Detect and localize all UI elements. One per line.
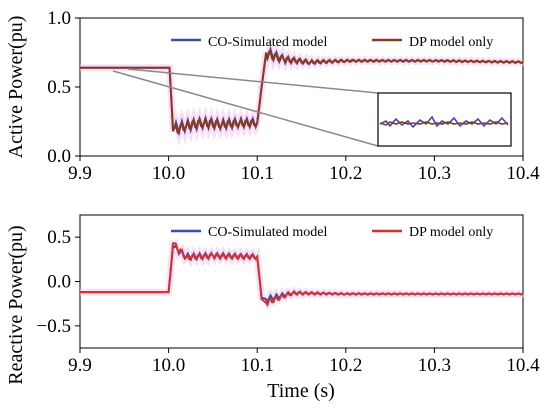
- inset-series-dp: [379, 121, 509, 126]
- y-tick-label: 0.0: [47, 272, 71, 293]
- series-line-active-dp: [80, 49, 524, 135]
- x-tick-label: 10.0: [152, 355, 185, 376]
- y-tick-label: 1.0: [47, 8, 71, 29]
- x-tick-label: 10.1: [241, 163, 274, 184]
- legend-label-co-simulated: CO-Simulated model: [208, 35, 327, 50]
- y-tick-label: 0.5: [47, 227, 71, 248]
- x-tick-label: 9.9: [68, 355, 92, 376]
- inset-connector-line: [112, 70, 379, 147]
- x-tick-label: 10.1: [241, 355, 274, 376]
- x-tick-label: 10.0: [152, 163, 185, 184]
- y-tick-label: −0.5: [37, 316, 71, 337]
- inset-connector-line: [127, 68, 379, 94]
- x-tick-label: 10.2: [329, 355, 362, 376]
- x-tick-label: 10.4: [506, 355, 540, 376]
- legend-label-dp: DP model only: [409, 35, 493, 50]
- panel-active-power: 9.9 10.0 10.1 10.2 10.3 10.4 0.0 0.5 1.0 CO-Simu…: [5, 8, 540, 184]
- y-tick-label: 0.5: [47, 77, 71, 98]
- y-axis-label-active: Active Power(pu): [5, 16, 27, 159]
- series-line-reactive-dp: [80, 242, 524, 308]
- x-tick-label: 10.3: [418, 355, 451, 376]
- panel-reactive-power: 9.9 10.0 10.1 10.2 10.3 10.4 0.5 0.0 −0.5 CO-Sim…: [5, 214, 541, 402]
- x-tick-label: 10.4: [506, 163, 540, 184]
- x-tick-label: 10.2: [329, 163, 362, 184]
- legend-reactive: CO-Simulated model DP model only: [171, 225, 493, 240]
- x-tick-label: 10.3: [418, 163, 451, 184]
- series-lines-active: [80, 37, 525, 147]
- inset-box: [377, 92, 512, 147]
- legend-active: CO-Simulated model DP model only: [171, 35, 493, 50]
- y-axis-label-reactive: Reactive Power(pu): [5, 225, 27, 384]
- series-lines-reactive: [80, 238, 525, 311]
- legend-label-dp: DP model only: [409, 225, 493, 240]
- plot-area-reactive: [79, 214, 524, 349]
- x-axis-label: Time (s): [267, 380, 335, 402]
- legend-label-co-simulated: CO-Simulated model: [208, 225, 327, 240]
- tick-marks-reactive: 9.9 10.0 10.1 10.2 10.3 10.4 0.5 0.0 −0.5: [37, 227, 541, 376]
- y-tick-label: 0.0: [47, 146, 71, 167]
- inset-zoom: [112, 68, 512, 147]
- x-tick-label: 9.9: [68, 163, 92, 184]
- tick-marks-active: 9.9 10.0 10.1 10.2 10.3 10.4 0.0 0.5 1.0: [47, 8, 540, 184]
